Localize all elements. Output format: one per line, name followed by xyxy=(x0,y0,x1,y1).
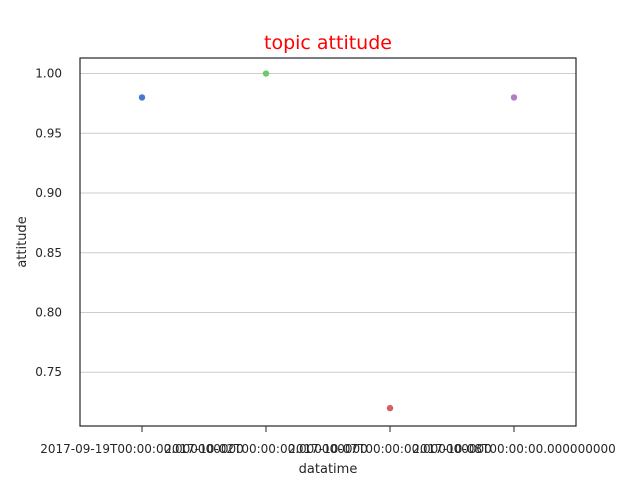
y-tick-label: 0.85 xyxy=(35,246,62,260)
x-tick-label: 2017-10-07T00:00:00.000000000 xyxy=(288,442,492,456)
y-tick-label: 0.80 xyxy=(35,305,62,319)
x-tick-label: 2017-09-19T00:00:00.000000000 xyxy=(40,442,244,456)
x-tick-label: 2017-10-08T00:00:00.000000000 xyxy=(412,442,616,456)
grid-lines xyxy=(80,73,576,373)
x-axis-label: datatime xyxy=(299,462,358,477)
y-tick-label: 0.95 xyxy=(35,126,62,140)
y-tick-label: 0.90 xyxy=(35,186,62,200)
data-point xyxy=(386,404,394,412)
data-point xyxy=(138,94,146,101)
chart-title: topic attitude xyxy=(264,32,392,54)
y-axis-label: attitude xyxy=(15,216,30,267)
y-axis-ticks: 0.75 0.80 0.85 0.90 0.95 1.00 xyxy=(35,67,62,380)
y-tick-label: 1.00 xyxy=(35,67,62,81)
data-point xyxy=(510,94,518,101)
plot-frame xyxy=(79,57,577,427)
data-point xyxy=(262,70,270,77)
data-points xyxy=(138,70,518,412)
x-axis-ticks: 2017-09-19T00:00:00.0000000002017-10-02T… xyxy=(40,426,616,456)
y-tick-label: 0.75 xyxy=(35,365,62,379)
x-tick-label: 2017-10-02T00:00:00.000000000 xyxy=(164,442,368,456)
